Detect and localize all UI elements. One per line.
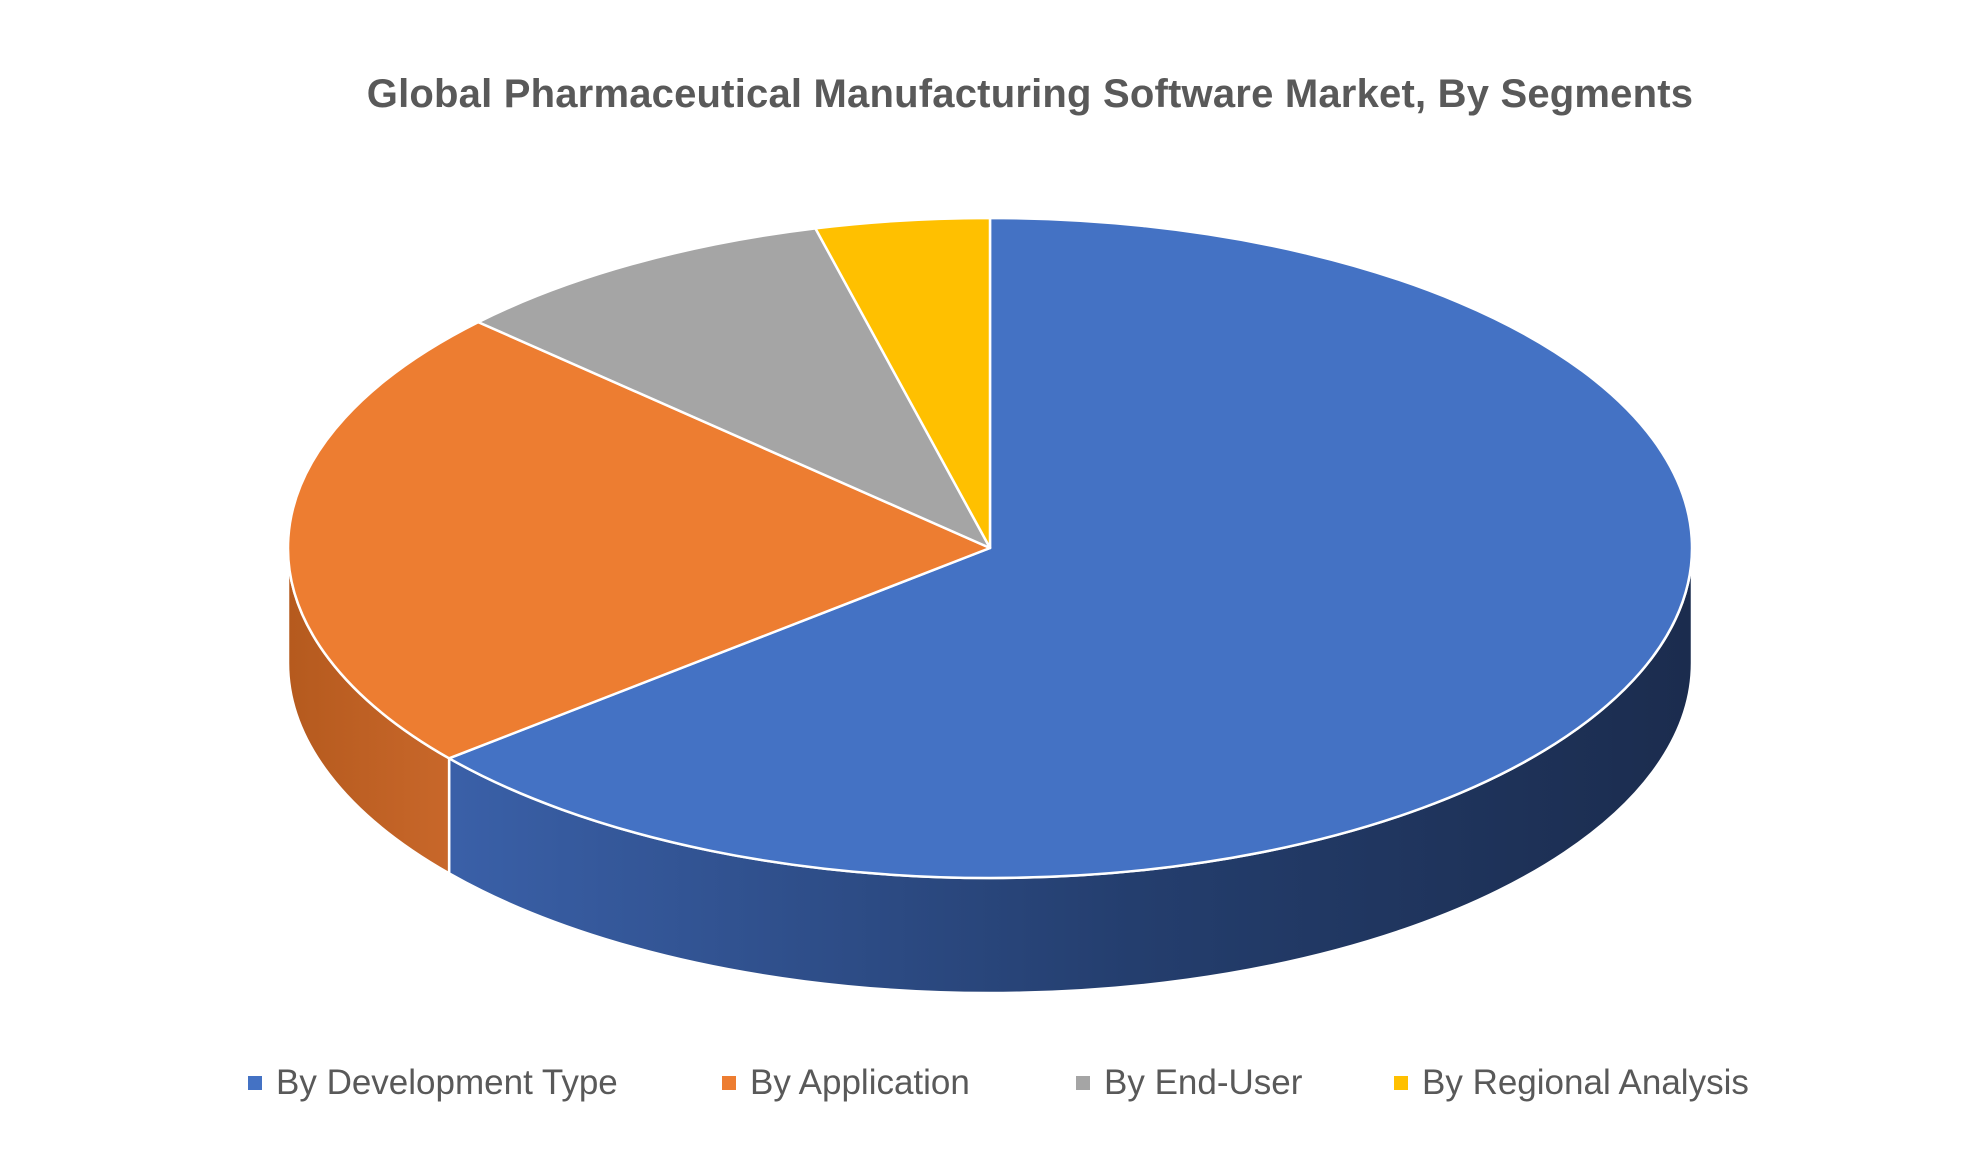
pie-slice-by-end-user	[477, 227, 992, 550]
pie-slice-by-application	[286, 320, 992, 760]
pie-slice-by-regional-analysis	[814, 216, 992, 550]
pie-slice-by-development-type	[447, 216, 1694, 880]
legend-label: By Regional Analysis	[1422, 1063, 1749, 1102]
legend-item-by-regional-analysis: By Regional Analysis	[1394, 1063, 1749, 1103]
legend-label: By End-User	[1104, 1063, 1303, 1102]
legend-label: By Application	[750, 1063, 970, 1102]
chart-title: Global Pharmaceutical Manufacturing Soft…	[366, 72, 1694, 116]
legend-item-by-application: By Application	[722, 1063, 970, 1103]
legend-swatch	[1076, 1076, 1090, 1090]
legend-swatch	[722, 1076, 736, 1090]
legend: By Development Type By Application By End-…	[0, 1063, 1980, 1123]
legend-swatch	[1394, 1076, 1408, 1090]
legend-item-by-development-type: By Development Type	[248, 1063, 618, 1103]
legend-label: By Development Type	[276, 1063, 618, 1102]
legend-swatch	[248, 1076, 262, 1090]
legend-item-by-end-user: By End-User	[1076, 1063, 1302, 1103]
